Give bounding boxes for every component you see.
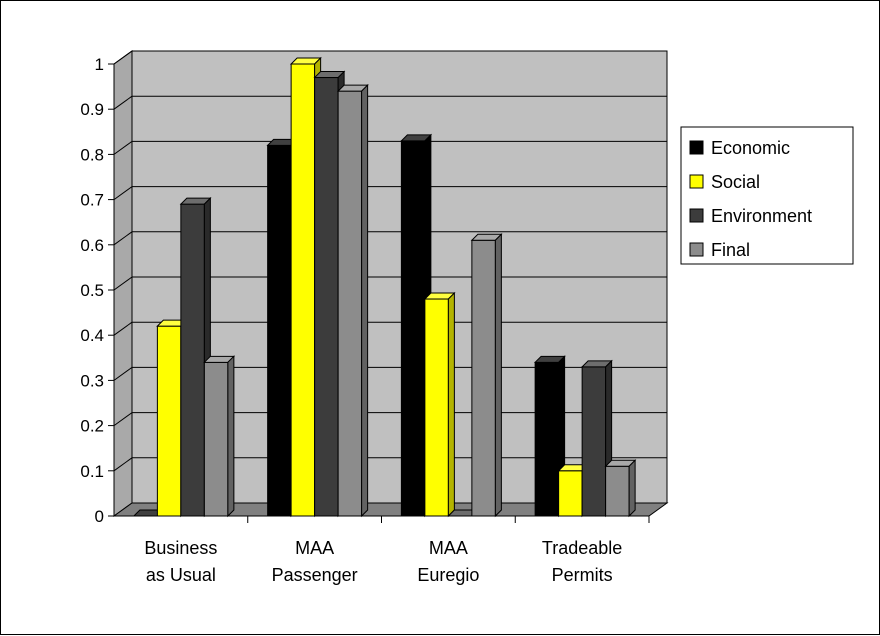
y-tick-label: 1 [95,55,104,74]
bar[interactable] [267,144,292,517]
bar-side [447,291,455,518]
y-tick-label: 0.5 [80,281,104,300]
x-tick-label: as Usual [146,565,216,585]
bar-side [494,233,502,518]
legend-swatch [689,140,704,155]
x-tick-label: Passenger [272,565,358,585]
y-tick-label: 0.8 [80,145,104,164]
y-tick-label: 0.1 [80,462,104,481]
legend-label: Economic [711,138,790,158]
y-tick-label: 0.6 [80,236,104,255]
y-tick-label: 0.4 [80,326,104,345]
legend-swatch [689,242,704,257]
gridline-side [113,366,133,381]
x-tick-label: Tradeable [542,538,622,558]
bar[interactable] [314,77,339,517]
legend-label: Final [711,240,750,260]
gridline-side [113,412,133,427]
bar-side [227,355,235,518]
y-tick-label: 0.9 [80,100,104,119]
bar[interactable] [180,203,205,517]
x-tick-label: MAA [295,538,334,558]
bar[interactable] [203,361,229,517]
bar[interactable] [471,239,496,517]
x-tick-label: Permits [552,565,613,585]
gridline-side [113,50,133,65]
gridline-side [113,321,133,336]
legend-swatch [689,208,704,223]
bar[interactable] [424,298,449,517]
y-tick-label: 0.2 [80,417,104,436]
bar[interactable] [156,325,182,517]
bar[interactable] [400,140,426,517]
x-tick-label: Euregio [417,565,479,585]
x-tick-label: MAA [429,538,468,558]
legend-swatch [689,174,704,189]
y-tick-label: 0.7 [80,191,104,210]
bar[interactable] [581,366,607,517]
y-tick-label: 0 [95,507,104,526]
legend-label: Environment [711,206,812,226]
gridline-side [113,231,133,246]
y-tick-label: 0.3 [80,371,104,390]
legend-label: Social [711,172,760,192]
bar-side [628,459,636,518]
x-tick-label: Business [144,538,217,558]
bar[interactable] [337,90,363,517]
bar[interactable] [290,63,316,517]
bar-side [361,83,369,518]
bar[interactable] [558,470,583,517]
gridline-side [113,140,133,155]
gridline-side [113,457,133,472]
gridline-side [113,276,133,291]
gridline-side [113,95,133,110]
legend [680,126,854,265]
bar[interactable] [534,361,560,517]
gridline-side [113,186,133,201]
bar[interactable] [605,465,630,517]
